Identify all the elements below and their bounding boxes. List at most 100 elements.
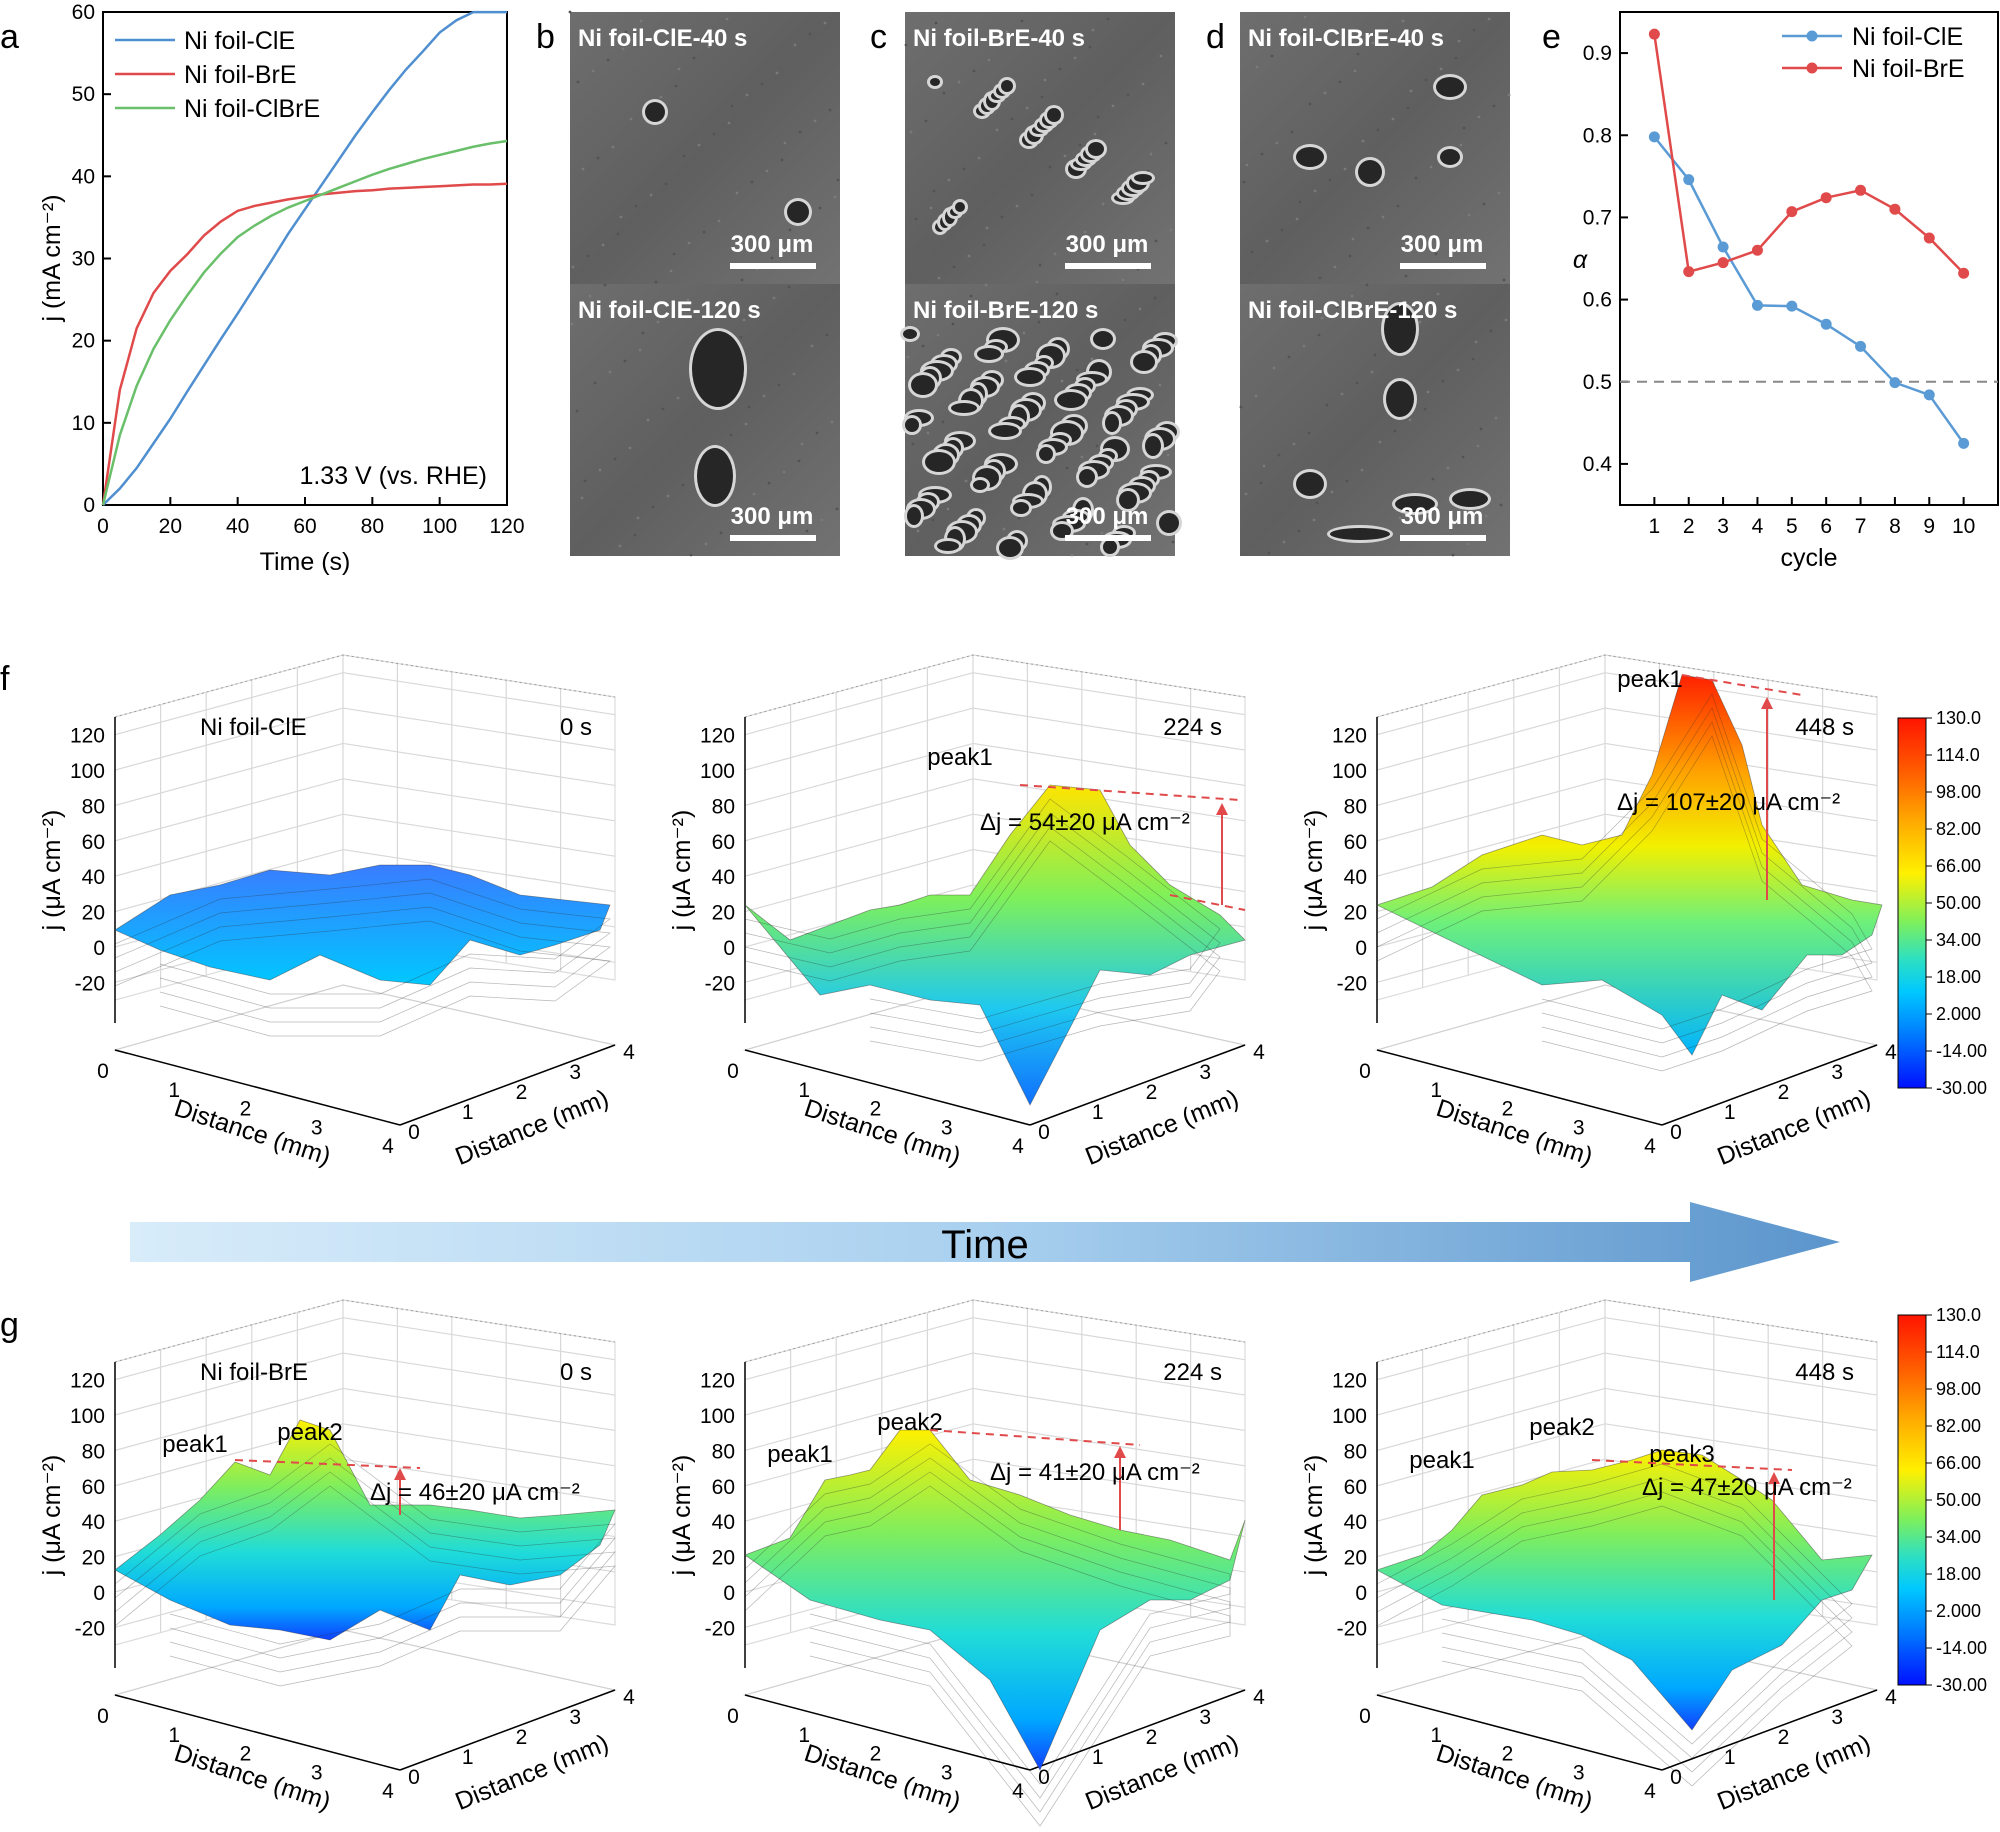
sem-pit [1013, 502, 1029, 514]
sem-texture-dot [568, 10, 572, 14]
chart-e-y-tick-label: 0.6 [1583, 289, 1612, 312]
sem-label: Ni foil-ClE-40 s [578, 25, 747, 52]
surface-delta-label: Δj = 54±20 μA cm⁻² [980, 809, 1190, 836]
sem-texture-dot [1100, 531, 1104, 535]
sem-label: Ni foil-ClBrE-120 s [1248, 297, 1457, 324]
surface-x-axis [744, 1694, 1031, 1771]
sem-texture-dot [1106, 17, 1110, 21]
surface-grid-line [744, 1317, 1246, 1381]
sem-texture-dot [1090, 357, 1094, 361]
sem-texture-dot [621, 47, 625, 51]
chart-e-legend-marker [1806, 30, 1818, 42]
surface-z-tick-label: 40 [712, 1511, 735, 1534]
surface-z-tick-label: 20 [712, 902, 735, 925]
sem-texture-dot [825, 333, 829, 337]
surface-x-axis-title: Distance (mm) [801, 1094, 964, 1171]
sem-pit [1093, 331, 1113, 347]
sem-texture-dot [782, 470, 786, 474]
surface-x-tick-label: 4 [1012, 1135, 1024, 1158]
sem-texture-dot [932, 189, 936, 193]
surface-x-axis [1376, 1694, 1663, 1771]
surface-grid-line [744, 707, 1246, 771]
sem-texture-dot [972, 69, 976, 73]
sem-scale-bar [730, 263, 816, 269]
sem-texture-dot [762, 394, 766, 398]
surface-y-tick-label: 1 [1724, 1101, 1736, 1124]
surface-z-tick-label: 0 [1355, 1582, 1367, 1605]
sem-texture-dot [1053, 252, 1057, 256]
colorbar-tick-label: 66.00 [1936, 856, 1981, 876]
sem-texture-dot [1000, 215, 1004, 219]
surface-grid-line [1376, 1387, 1878, 1452]
panel-letter-e: e [1542, 18, 1561, 56]
surface-peak-reference-line [1681, 674, 1803, 696]
chart-a-frame [102, 11, 508, 506]
sem-scale-bar [1065, 263, 1151, 269]
sem-texture-dot [752, 492, 756, 496]
sem-texture-dot [1323, 91, 1327, 95]
sem-texture-dot [1015, 204, 1019, 208]
surface-y-tick-label: 4 [623, 1041, 635, 1064]
sem-texture-dot [1307, 431, 1311, 435]
sem-texture-dot [1429, 165, 1433, 169]
sem-texture-dot [1002, 527, 1006, 531]
sem-texture-dot [1446, 466, 1450, 470]
chart-e-x-tick-label: 6 [1820, 515, 1832, 538]
sem-texture-dot [1426, 390, 1430, 394]
surface-top-edge [744, 1299, 1246, 1363]
sem-texture-dot [1171, 540, 1175, 544]
sem-texture-dot [1091, 28, 1095, 32]
current-density-surface [744, 1429, 1246, 1771]
sem-texture-dot [575, 409, 579, 413]
chart-a-y-tick-label: 10 [72, 412, 95, 435]
surface-z-tick-label: 120 [700, 1370, 735, 1393]
sem-texture-dot [941, 420, 945, 424]
sem-pit [1296, 147, 1324, 167]
sem-texture-dot [1065, 466, 1069, 470]
sem-texture-dot [1476, 444, 1480, 448]
current-density-surface [114, 864, 611, 986]
surface-z-axis-title: j (μA cm⁻²) [1300, 810, 1328, 932]
surface-y-tick-label: 0 [1038, 1766, 1050, 1789]
surface-x-axis-title: Distance (mm) [171, 1094, 334, 1171]
sem-texture-dot [1456, 368, 1460, 372]
sem-texture-dot [916, 529, 920, 533]
surface-x-tick-label: 2 [240, 1743, 252, 1766]
surface-z-tick-label: 20 [82, 1547, 105, 1570]
sem-scale-bar [1400, 535, 1486, 541]
surface-grid-line [1376, 778, 1878, 842]
surface-top-edge [744, 654, 1246, 718]
surface-y-tick-label: 4 [1885, 1686, 1897, 1709]
sem-texture-dot [1325, 403, 1329, 407]
surface-z-tick-label: 0 [1355, 937, 1367, 960]
sem-texture-dot [1017, 516, 1021, 520]
surface-grid-line [114, 1423, 616, 1487]
sem-texture-dot [985, 226, 989, 230]
sem-pit [1088, 142, 1104, 156]
sem-pit [999, 539, 1021, 557]
sem-texture-dot [1141, 82, 1145, 86]
sem-scale-bar [1400, 263, 1486, 269]
sem-texture-dot [1454, 56, 1458, 60]
sem-texture-dot [984, 283, 988, 287]
sem-texture-dot [735, 191, 739, 195]
sem-texture-dot [591, 69, 595, 73]
colorbar-gradient [1897, 1314, 1927, 1686]
sem-texture-dot [1396, 204, 1400, 208]
sem-texture-dot [1030, 193, 1034, 197]
sem-pit [1079, 469, 1095, 485]
colorbar-tick-label: 34.00 [1936, 930, 1981, 950]
sem-scale-label: 300 μm [731, 503, 814, 530]
surface-y-tick-label: 3 [1831, 1706, 1843, 1729]
sem-texture-dot [1158, 383, 1162, 387]
sem-texture-dot [1499, 503, 1503, 507]
panel-letter-c: c [870, 18, 887, 56]
surface-y-tick-label: 2 [1146, 1726, 1158, 1749]
sem-texture-dot [1070, 553, 1074, 557]
surface-z-tick-label: 80 [712, 1440, 735, 1463]
sem-texture-dot [692, 56, 696, 60]
sem-texture-dot [1391, 117, 1395, 121]
current-density-surface [744, 784, 1246, 1106]
colorbar-tick-label: 98.00 [1936, 782, 1981, 802]
surface-contour [1376, 721, 1873, 1058]
